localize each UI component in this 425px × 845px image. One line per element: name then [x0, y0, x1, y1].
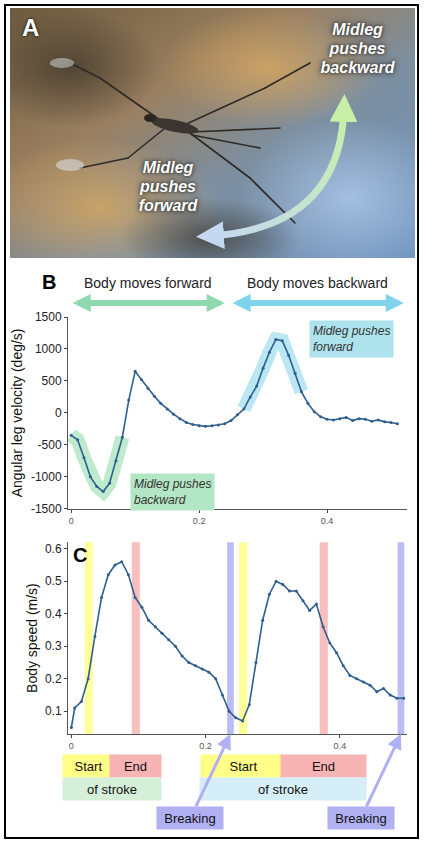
svg-text:0.1: 0.1: [45, 704, 62, 718]
svg-text:End: End: [124, 759, 147, 774]
svg-text:0.3: 0.3: [45, 639, 62, 653]
svg-text:0.5: 0.5: [45, 574, 62, 588]
svg-text:1500: 1500: [35, 310, 62, 324]
svg-text:Angular leg velocity (deg/s): Angular leg velocity (deg/s): [9, 328, 25, 497]
svg-text:Breaking: Breaking: [335, 811, 386, 826]
svg-text:0.6: 0.6: [45, 542, 62, 556]
svg-text:0.2: 0.2: [45, 672, 62, 686]
svg-text:0.2: 0.2: [199, 741, 212, 751]
svg-text:0: 0: [69, 516, 74, 526]
svg-text:C: C: [73, 544, 87, 566]
svg-text:of stroke: of stroke: [87, 782, 137, 797]
svg-text:-500: -500: [38, 438, 62, 452]
svg-text:Body moves backward: Body moves backward: [247, 275, 388, 291]
svg-text:Body speed (m/s): Body speed (m/s): [24, 583, 40, 693]
svg-text:0.2: 0.2: [193, 516, 206, 526]
svg-text:Breaking: Breaking: [164, 811, 215, 826]
svg-text:0: 0: [55, 406, 62, 420]
svg-text:Midleg pushesforward: Midleg pushesforward: [313, 324, 390, 354]
svg-text:B: B: [42, 271, 56, 293]
html-text:Midleg pushes forward: Midleg pushes forward: [138, 159, 198, 214]
html-text:A: A: [22, 14, 40, 41]
svg-text:0.4: 0.4: [321, 516, 334, 526]
svg-text:1000: 1000: [35, 342, 62, 356]
svg-text:0: 0: [69, 741, 74, 751]
svg-text:End: End: [312, 759, 335, 774]
svg-text:0.4: 0.4: [45, 607, 62, 621]
svg-text:Start: Start: [230, 759, 258, 774]
svg-text:Start: Start: [75, 759, 103, 774]
svg-text:500: 500: [42, 374, 62, 388]
html-text:Midleg pushes backward: Midleg pushes backward: [320, 21, 395, 76]
svg-text:0.4: 0.4: [334, 741, 347, 751]
svg-text:-1500: -1500: [31, 502, 62, 516]
svg-text:Body moves forward: Body moves forward: [84, 275, 212, 291]
svg-text:of stroke: of stroke: [258, 782, 308, 797]
svg-text:-1000: -1000: [31, 470, 62, 484]
svg-text:Midleg pushesbackward: Midleg pushesbackward: [134, 477, 211, 507]
